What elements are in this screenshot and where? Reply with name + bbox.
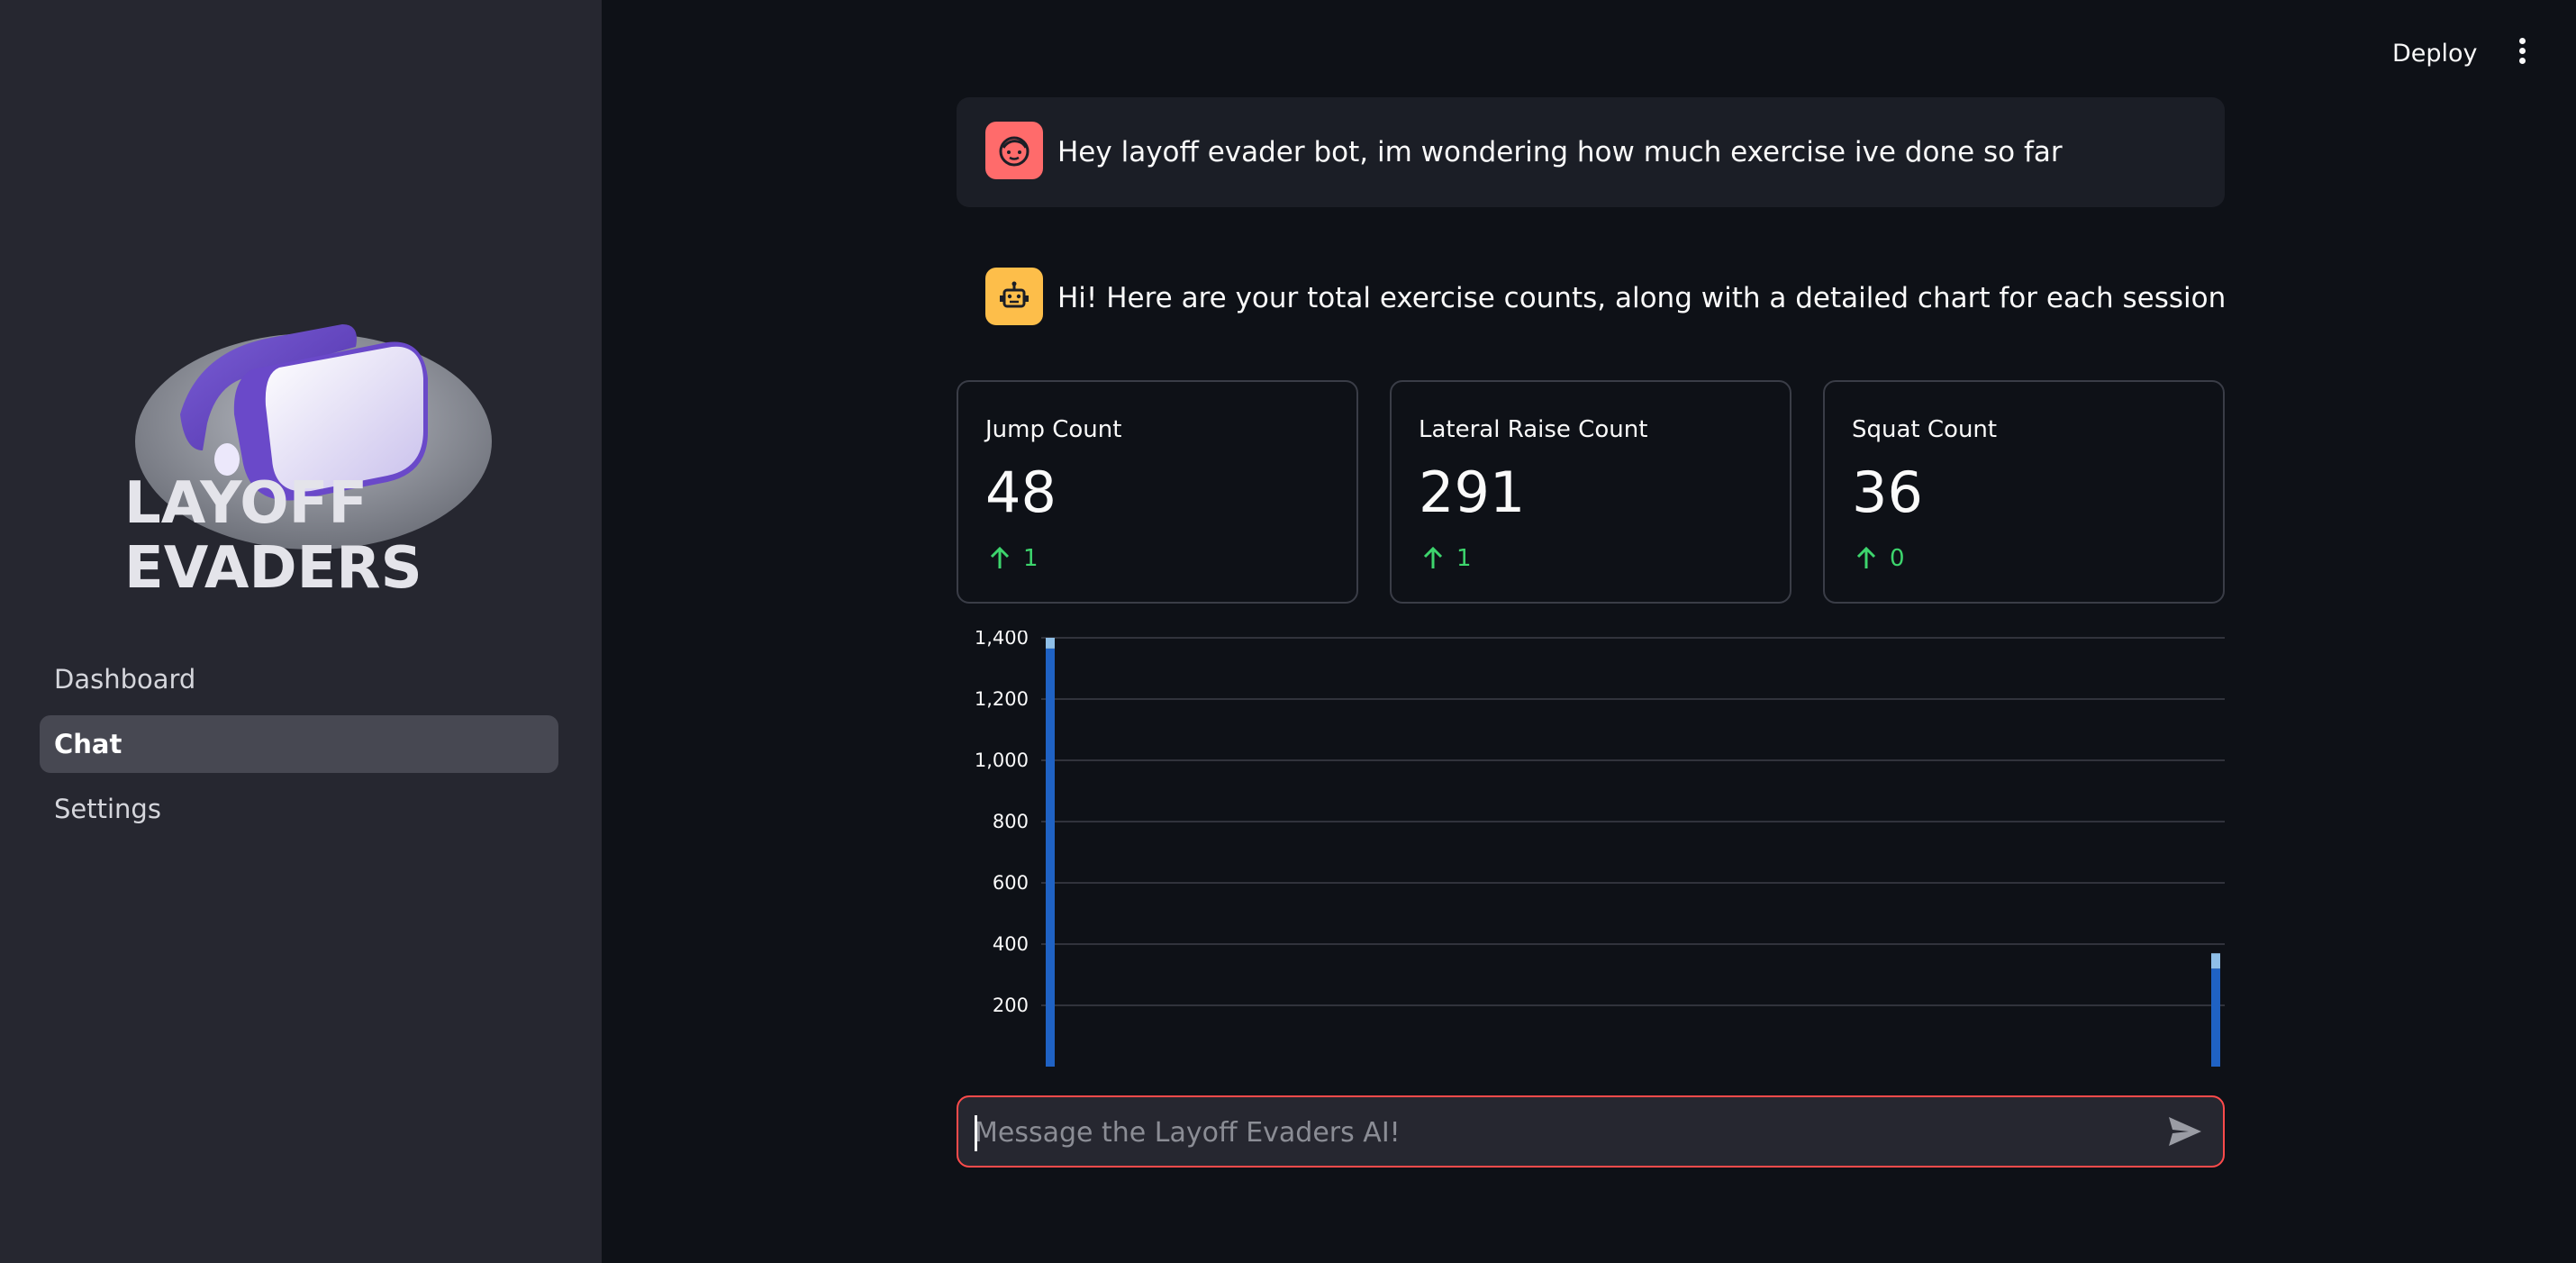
sidebar-item-settings[interactable]: Settings: [54, 794, 161, 824]
bar-chart-svg: 200 400 600 800 1,000 1,200 1,400: [975, 631, 2225, 1067]
y-tick-label: 600: [993, 872, 1029, 894]
y-tick-label: 1,200: [975, 688, 1029, 710]
metric-delta: 1: [985, 544, 1039, 573]
user-face-icon: [985, 122, 1043, 179]
metric-delta: 1: [1419, 544, 1472, 573]
y-tick-label: 400: [993, 933, 1029, 955]
bar-segment[interactable]: [1046, 648, 1055, 1067]
metric-delta: 0: [1852, 544, 1905, 573]
chat-input-box[interactable]: [957, 1095, 2225, 1168]
robot-icon: [985, 268, 1043, 325]
svg-text:EVADERS: EVADERS: [124, 535, 422, 602]
bar-segment[interactable]: [2211, 953, 2220, 969]
arrow-up-icon: [990, 546, 1010, 568]
deploy-button[interactable]: Deploy: [2392, 40, 2478, 68]
y-tick-label: 200: [993, 995, 1029, 1016]
sidebar: LAYOFF EVADERS Dashboard Chat Settings: [0, 0, 602, 1263]
bar-segment[interactable]: [2211, 968, 2220, 1067]
metric-value: 48: [985, 459, 1057, 525]
metric-jump-count: Jump Count 48 1: [957, 380, 1358, 604]
chat-input[interactable]: [973, 1104, 2147, 1160]
sidebar-nav: Dashboard Chat Settings: [40, 650, 558, 845]
sidebar-item-chat[interactable]: Chat: [40, 715, 558, 773]
metric-label: Jump Count: [985, 416, 1122, 443]
layoff-evaders-logo: LAYOFF EVADERS: [124, 324, 492, 602]
y-tick-label: 1,400: [975, 631, 1029, 649]
metrics-row: Jump Count 48 1 Lateral Raise Count 291 …: [957, 380, 2225, 605]
y-tick-label: 1,000: [975, 750, 1029, 771]
y-tick-label: 800: [993, 811, 1029, 832]
arrow-up-icon: [1423, 546, 1443, 568]
bar-segment[interactable]: [1046, 638, 1055, 649]
metric-label: Squat Count: [1852, 416, 1998, 443]
sidebar-item-dashboard[interactable]: Dashboard: [54, 664, 196, 695]
metric-label: Lateral Raise Count: [1419, 416, 1648, 443]
assistant-message: Hi! Here are your total exercise counts,…: [957, 243, 2227, 353]
message-text: Hey layoff evader bot, im wondering how …: [1057, 136, 2063, 168]
metric-value: 291: [1419, 459, 1526, 525]
metric-lateral-raise-count: Lateral Raise Count 291 1: [1390, 380, 1791, 604]
arrow-up-icon: [1856, 546, 1876, 568]
send-icon[interactable]: [2165, 1113, 2205, 1149]
message-text: Hi! Here are your total exercise counts,…: [1057, 282, 2227, 314]
session-bar-chart: 200 400 600 800 1,000 1,200 1,400: [957, 631, 2225, 1072]
metric-value: 36: [1852, 459, 1923, 525]
metric-squat-count: Squat Count 36 0: [1823, 380, 2225, 604]
kebab-menu-icon[interactable]: [2506, 34, 2538, 74]
user-message: Hey layoff evader bot, im wondering how …: [957, 97, 2225, 207]
svg-text:LAYOFF: LAYOFF: [124, 470, 367, 537]
text-caret: [975, 1115, 977, 1151]
